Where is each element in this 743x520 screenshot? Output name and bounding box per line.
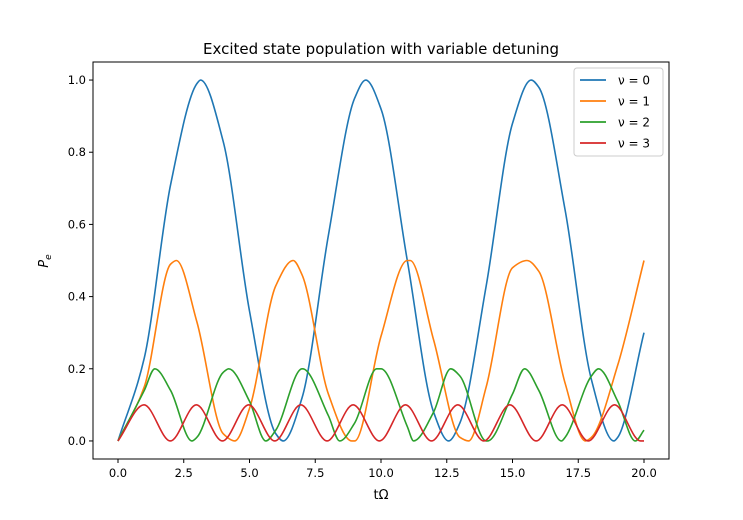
series-line-nu-3 <box>117 404 645 442</box>
x-tick-label: 0.0 <box>109 466 127 480</box>
y-tick-label: 0.0 <box>68 434 86 448</box>
y-axis-label-sub: e <box>44 254 54 260</box>
x-tick-label: 10.0 <box>368 466 394 480</box>
legend-label-nu-3: ν = 3 <box>618 137 650 151</box>
series-line-nu-1 <box>117 259 645 442</box>
y-tick-label: 0.4 <box>68 290 86 304</box>
x-axis-ticks: 0.0 2.5 5.0 7.5 10.0 12.5 15.0 17.5 20.0 <box>109 459 657 480</box>
x-tick-label: 15.0 <box>500 466 526 480</box>
y-axis-ticks: 0.0 0.2 0.4 0.6 0.8 1.0 <box>68 73 93 448</box>
y-tick-label: 1.0 <box>68 73 86 87</box>
legend: ν = 0 ν = 1 ν = 2 ν = 3 <box>573 67 664 157</box>
x-tick-label: 5.0 <box>240 466 258 480</box>
legend-label-nu-2: ν = 2 <box>618 116 650 130</box>
series-line-nu-0 <box>117 79 645 442</box>
y-axis-label: Pe <box>37 254 54 268</box>
chart-title: Excited state population with variable d… <box>203 40 559 58</box>
y-tick-label: 0.2 <box>68 362 86 376</box>
x-tick-label: 17.5 <box>565 466 591 480</box>
y-tick-label: 0.6 <box>68 217 86 231</box>
legend-frame <box>573 67 664 157</box>
x-tick-label: 20.0 <box>631 466 657 480</box>
x-tick-label: 12.5 <box>434 466 460 480</box>
y-tick-label: 0.8 <box>68 145 86 159</box>
series-layer <box>117 79 645 442</box>
legend-label-nu-1: ν = 1 <box>618 95 650 109</box>
legend-label-nu-0: ν = 0 <box>618 74 650 88</box>
x-tick-label: 2.5 <box>175 466 193 480</box>
x-axis-label: tΩ <box>373 488 388 503</box>
x-tick-label: 7.5 <box>306 466 324 480</box>
legend-items: ν = 0 ν = 1 ν = 2 ν = 3 <box>580 74 650 151</box>
series-line-nu-2 <box>117 367 645 442</box>
y-axis-label-main: P <box>37 260 52 268</box>
